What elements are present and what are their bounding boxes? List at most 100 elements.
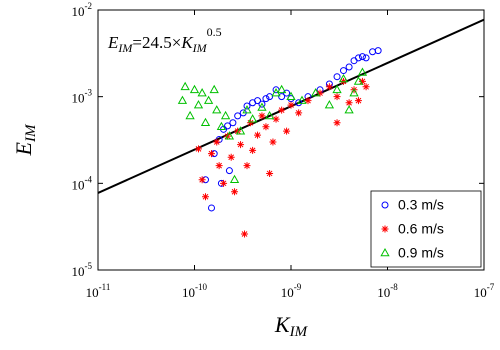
point [287, 101, 295, 109]
point [333, 93, 341, 101]
tick-label: 10-2 [72, 1, 93, 19]
point [180, 81, 190, 91]
point [362, 83, 370, 91]
point [358, 77, 366, 85]
annotation-part: IM [192, 41, 208, 55]
point [350, 57, 358, 65]
tick-base: 10 [72, 177, 85, 192]
point [241, 230, 249, 238]
point [246, 119, 254, 127]
legend-marker [381, 201, 389, 209]
x-label-main: K [274, 312, 291, 337]
point [266, 93, 274, 101]
tick-exponent: -3 [85, 88, 93, 98]
point [333, 73, 341, 81]
plot-area [98, 18, 484, 238]
point [344, 105, 354, 114]
point [209, 84, 219, 94]
point [234, 127, 242, 135]
point [316, 89, 324, 97]
point [189, 84, 200, 94]
tick-exponent: -2 [85, 1, 93, 11]
point [197, 88, 207, 97]
tick-exponent: -10 [195, 282, 207, 292]
tick-exponent: -11 [99, 282, 111, 292]
point [235, 126, 246, 135]
point [333, 119, 341, 127]
tick-base: 10 [182, 285, 195, 300]
annotation-part: E [107, 33, 119, 52]
tick-label: 10-9 [281, 282, 302, 300]
point [200, 117, 211, 127]
point [325, 83, 333, 91]
annotation-part: IM [117, 41, 133, 55]
point [310, 88, 321, 97]
tick-label: 10-5 [72, 261, 93, 279]
point [295, 99, 303, 107]
point [354, 97, 362, 105]
point [216, 121, 227, 131]
point [262, 95, 270, 103]
point [227, 153, 235, 161]
point [229, 119, 237, 127]
point [243, 162, 251, 170]
point [177, 95, 188, 104]
point [258, 100, 266, 108]
point [257, 102, 267, 111]
tick-label: 10-3 [72, 88, 93, 106]
point [193, 100, 204, 109]
point [234, 112, 242, 120]
point [338, 73, 349, 83]
annotation-part: =24.5× [132, 33, 181, 52]
point [207, 150, 215, 158]
point [247, 114, 258, 123]
legend-marker [381, 225, 389, 233]
tick-base: 10 [377, 285, 390, 300]
legend-label: 0.3 m/s [398, 197, 444, 213]
point [201, 193, 209, 201]
point [283, 127, 291, 135]
tick-label: 10-10 [182, 282, 207, 300]
point [224, 122, 232, 130]
point [203, 95, 214, 104]
point [243, 102, 251, 110]
point [213, 138, 221, 146]
point [354, 54, 362, 62]
tick-exponent: -9 [294, 282, 302, 292]
point [295, 109, 303, 117]
point [345, 63, 353, 71]
point [229, 174, 240, 184]
legend-box [370, 190, 482, 268]
point [332, 84, 342, 94]
tick-base: 10 [474, 285, 487, 300]
point [215, 162, 223, 170]
point [254, 131, 262, 139]
point [242, 105, 252, 114]
tick-label: 10-4 [72, 174, 93, 192]
tick-exponent: -7 [487, 282, 495, 292]
point [237, 141, 245, 149]
point [297, 95, 307, 104]
tick-exponent: -5 [85, 261, 93, 271]
point [225, 167, 233, 175]
tick-exponent: -4 [85, 174, 93, 184]
point [357, 67, 368, 76]
annotation-part: 0.5 [207, 25, 222, 39]
point [231, 188, 239, 196]
point [266, 169, 274, 177]
tick-base: 10 [86, 285, 99, 300]
point [272, 115, 280, 123]
tick-exponent: -8 [390, 282, 398, 292]
y-label-main: E [11, 141, 36, 156]
point [324, 100, 335, 109]
point [369, 48, 377, 56]
point [212, 105, 222, 114]
point [198, 176, 206, 184]
point [362, 54, 370, 62]
legend-label: 0.9 m/s [398, 245, 444, 261]
point [278, 106, 286, 114]
tick-label: 10-11 [86, 282, 111, 300]
point [220, 179, 228, 187]
point [353, 76, 364, 85]
point [220, 110, 231, 120]
